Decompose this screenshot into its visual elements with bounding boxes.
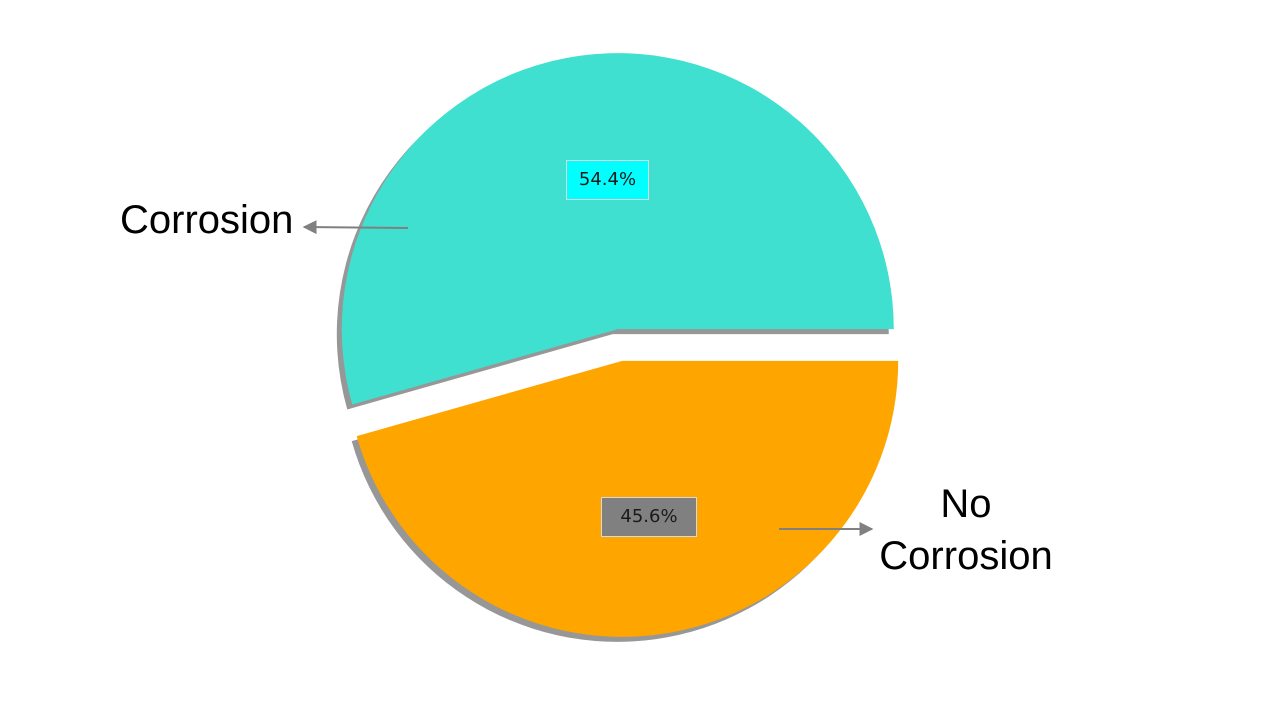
- corrosion-slice: [341, 53, 894, 405]
- no-corrosion-label-line1: No: [940, 482, 992, 526]
- corrosion-label: Corrosion: [120, 194, 293, 246]
- no-corrosion-label-line2: Corrosion: [879, 534, 1053, 578]
- no-corrosion-label: No Corrosion: [866, 478, 1066, 582]
- no-corrosion-percent-label: 45.6%: [601, 497, 697, 537]
- corrosion-percent-label: 54.4%: [566, 160, 649, 200]
- corrosion-arrow: [302, 220, 409, 235]
- corrosion-label-text: Corrosion: [120, 198, 294, 242]
